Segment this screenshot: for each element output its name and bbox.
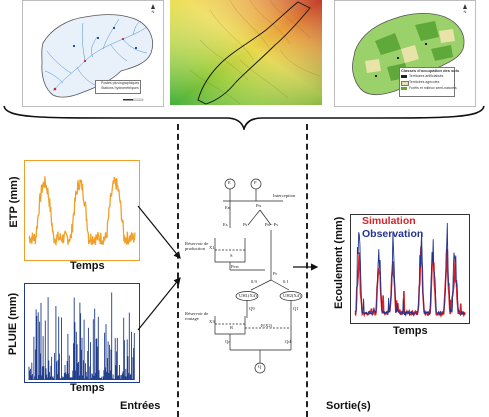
- elevation-map: [170, 0, 322, 105]
- landuse-swatch-agri: [401, 81, 409, 86]
- output-ylabel: Ecoulement (mm): [333, 216, 345, 309]
- r-label: R: [230, 325, 234, 330]
- observation-line: [354, 222, 466, 317]
- output-xlabel: Temps: [393, 325, 428, 337]
- land-use-map: N Classes d'occupation des sols Territoi…: [334, 0, 476, 107]
- pn-ps-label: Pn - Ps: [265, 222, 279, 227]
- separator-inputs-model: [177, 124, 179, 417]
- qr-label: Qr: [225, 339, 230, 344]
- landuse-legend-item: Forêts et milieux semi-naturels: [409, 86, 457, 90]
- etp-ylabel: ETP (mm): [8, 176, 20, 228]
- perc-label: Perc: [231, 264, 240, 269]
- landuse-legend-item: Territoires agricoles: [409, 80, 440, 84]
- s-label: S: [230, 253, 233, 258]
- node-p: P: [254, 180, 257, 185]
- split-09: 0.9: [251, 279, 257, 284]
- separator-model-outputs: [306, 124, 308, 417]
- landuse-legend-title: Classes d'occupation des sols: [401, 68, 460, 73]
- qd-label: Qd: [285, 339, 291, 344]
- pluie-series-chart: [28, 292, 135, 380]
- x3-label: X3: [209, 319, 215, 324]
- landuse-swatch-forest: [401, 87, 407, 90]
- elevation-map-figure: [170, 0, 322, 105]
- f-label: F(X2): [261, 323, 273, 328]
- node-e: E: [228, 180, 231, 185]
- svg-text:N: N: [464, 9, 467, 14]
- input-arrows: [137, 205, 181, 331]
- outputs-section-label: Sortie(s): [326, 400, 371, 412]
- q-label: Q: [258, 364, 262, 369]
- interception-label: Interception: [273, 193, 296, 198]
- uh1-label: UH1(X4): [239, 293, 257, 298]
- split-01: 0.1: [283, 279, 289, 284]
- hydro-legend: [95, 80, 141, 94]
- output-arrow: [293, 263, 319, 271]
- simulation-line: [354, 246, 466, 318]
- hydro-network-map: N Postes pluviographiques Stations hydro…: [22, 0, 164, 107]
- pluie-xlabel: Temps: [70, 382, 105, 394]
- model-lines: [214, 178, 303, 374]
- etp-line: [28, 176, 136, 246]
- pluie-panel: [24, 283, 140, 383]
- land-use-map-figure: N: [352, 4, 467, 96]
- q9-label: Q9: [249, 306, 255, 311]
- pr-label: Pr: [273, 271, 278, 276]
- uh2-label: UH2(X4): [283, 293, 301, 298]
- hydro-network-map-figure: N: [41, 4, 155, 101]
- ps-label: Ps: [243, 222, 248, 227]
- etp-xlabel: Temps: [70, 260, 105, 272]
- svg-text:N: N: [152, 9, 155, 14]
- hydro-legend-item: Postes pluviographiques: [101, 81, 140, 85]
- x1-label: X1: [209, 245, 215, 250]
- pluie-ylabel: PLUIE (mm): [7, 292, 19, 356]
- output-panel: [350, 214, 470, 324]
- hydro-legend-item: Stations hydrométriques: [101, 86, 139, 90]
- es-label: Es: [223, 222, 228, 227]
- production-label: Réservoir de production: [185, 241, 209, 251]
- model-schematic: E P Interception En Pn Es Ps Pn - Ps Rés…: [185, 170, 305, 395]
- etp-panel: [24, 160, 140, 261]
- grouping-brace: [3, 105, 485, 130]
- en-label: En: [225, 205, 231, 210]
- q1-label: Q1: [293, 306, 299, 311]
- simulation-label: Simulation: [362, 215, 416, 227]
- landuse-legend-item: Territoires artificialisés: [409, 74, 444, 78]
- output-series-chart: [354, 222, 466, 318]
- etp-series-chart: [28, 176, 136, 246]
- landuse-swatch-urban: [401, 75, 407, 78]
- inputs-section-label: Entrées: [120, 400, 161, 412]
- pn-label: Pn: [256, 203, 261, 208]
- routing-label: Réservoir de routage: [185, 311, 209, 321]
- observation-label: Observation: [362, 228, 424, 240]
